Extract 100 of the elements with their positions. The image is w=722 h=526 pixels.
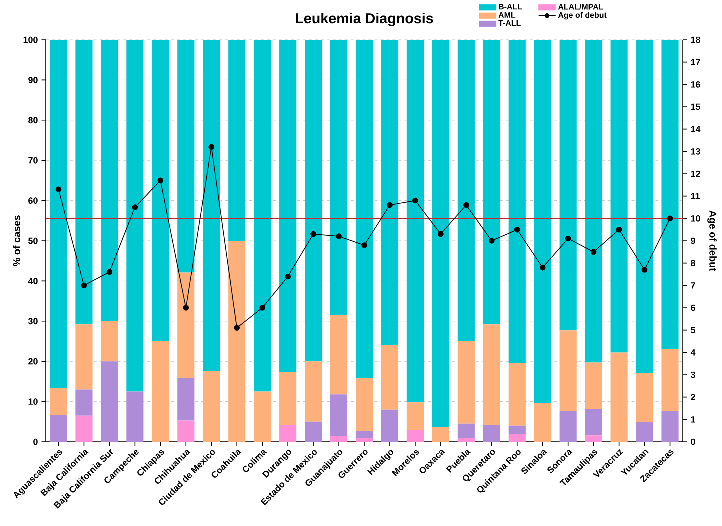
y2-tick-label: 7 [691,282,696,289]
point [183,305,190,311]
point [106,269,113,276]
y-tick-label: 30 [28,318,38,325]
bar [126,392,144,442]
bar [458,424,475,438]
point [514,226,520,233]
y2-tick-label: 9 [691,238,696,244]
point [590,249,597,256]
bar [432,40,450,428]
y-tick-label: 60 [28,198,38,204]
bar [406,40,424,403]
point [260,305,266,311]
bar [126,40,144,392]
chart-title: Leukemia Diagnosis [296,13,434,27]
y-tick-label: 100 [24,36,38,44]
bar [280,40,297,372]
y-tick-label: 50 [28,238,38,244]
bar [560,330,577,412]
bar [280,372,297,426]
bar [152,40,170,342]
y2-tick-label: 2 [691,394,696,400]
bar [356,40,374,378]
bar [406,430,424,442]
bar [534,403,552,442]
bar [228,40,246,241]
point [310,231,316,238]
point [489,238,495,244]
bar [254,392,272,442]
bar [636,422,654,442]
bar [356,378,374,432]
point [81,282,88,289]
bar [636,40,654,374]
point [208,144,215,150]
point [464,202,470,208]
bar [76,416,93,442]
bar [330,40,348,316]
bar [76,40,93,325]
point [387,202,393,208]
bar [50,388,68,416]
bar [458,40,475,342]
bar [228,241,246,442]
point [158,178,164,184]
bar [178,420,195,442]
point [285,274,291,280]
y-axis-title: % of cases [13,216,20,266]
point [132,204,138,210]
bar [178,272,195,378]
bar [534,40,552,404]
y2-tick-label: 11 [691,193,700,200]
bar [254,40,272,392]
bar [508,434,526,442]
bar [330,315,348,395]
bar [508,426,526,434]
bar [50,415,68,442]
y2-tick-label: 4 [690,350,696,356]
y2-tick-label: 18 [691,36,700,44]
point [438,231,444,238]
bar [610,40,628,353]
bar [356,438,374,442]
y2-tick-label: 0 [691,438,696,446]
bar [178,378,195,421]
point [234,325,240,331]
y-tick-label: 70 [28,157,38,164]
point [412,198,418,204]
y2-tick-label: 17 [691,59,700,66]
bar [381,410,399,442]
bar [305,362,322,422]
bar [101,321,118,362]
bar [330,394,348,436]
y2-tick-label: 1 [691,416,696,423]
bar [330,436,348,442]
bar [203,40,220,372]
bar [152,342,170,442]
bar [508,40,526,364]
point [565,236,572,242]
bar [203,371,220,442]
bar [305,40,322,362]
y-tick-label: 20 [28,358,38,365]
bar [585,40,602,363]
y-tick-label: 10 [28,398,38,405]
bar [406,402,424,430]
bar [76,324,93,390]
point [336,234,342,240]
bar [76,390,93,416]
bar [560,40,577,331]
bar [483,40,500,325]
bar [585,362,602,410]
y2-tick-label: 3 [690,372,696,378]
bar [508,363,526,426]
y-tick-label: 80 [28,117,38,124]
bar [636,373,654,422]
bar [585,409,602,436]
bar [662,411,679,442]
y2-tick-label: 5 [691,327,696,334]
bar [305,422,322,442]
bar [178,40,195,273]
y2-tick-label: 16 [691,81,700,88]
bar [458,438,475,442]
y2-tick-label: 8 [691,260,696,267]
